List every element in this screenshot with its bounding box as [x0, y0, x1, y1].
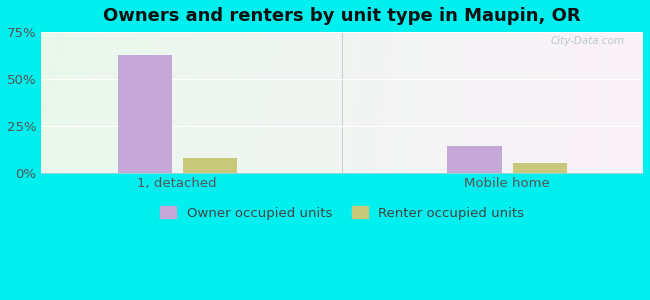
Bar: [447, 146, 502, 172]
Bar: [513, 163, 567, 172]
Text: City-Data.com: City-Data.com: [551, 36, 625, 46]
Legend: Owner occupied units, Renter occupied units: Owner occupied units, Renter occupied un…: [155, 201, 530, 225]
Bar: [118, 56, 172, 172]
Title: Owners and renters by unit type in Maupin, OR: Owners and renters by unit type in Maupi…: [103, 7, 581, 25]
Bar: [183, 158, 237, 172]
